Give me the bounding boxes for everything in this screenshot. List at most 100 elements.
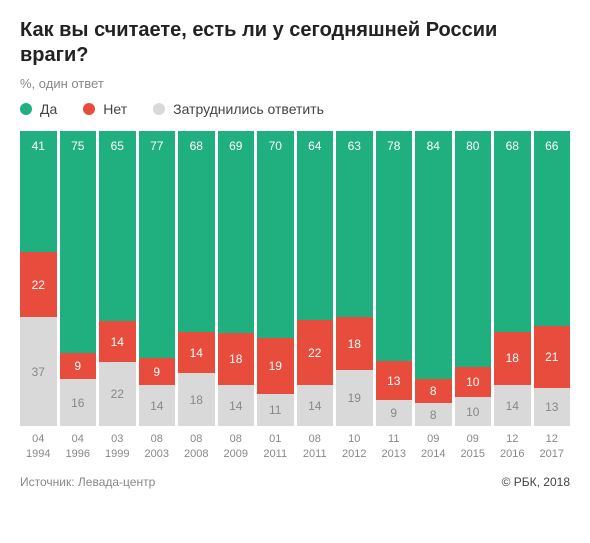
segment-no: 9 [139,358,176,385]
x-axis-label: 08 2003 [139,432,176,461]
segment-dk: 22 [99,362,136,426]
bar-column: 642214 08 2011 [297,131,334,461]
segment-dk: 14 [139,385,176,426]
source: Источник: Левада-центр [20,475,155,489]
x-axis-label: 10 2012 [336,432,373,461]
segment-no: 13 [376,361,413,399]
x-axis-label: 09 2014 [415,432,452,461]
bar-column: 80101009 2015 [455,131,492,461]
bar: 77914 [139,131,176,426]
segment-dk: 11 [257,394,294,426]
bar: 701911 [257,131,294,426]
stacked-bar-chart: 41223704 19947591604 199665142203 199977… [20,131,570,461]
bar-column: 631819 10 2012 [336,131,373,461]
segment-dk: 14 [494,385,531,426]
bar: 681418 [178,131,215,426]
segment-yes: 41 [20,131,57,252]
bar: 75916 [60,131,97,426]
chart-subtitle: %, один ответ [20,76,570,91]
segment-yes: 80 [455,131,492,367]
segment-yes: 78 [376,131,413,361]
bar: 801010 [455,131,492,426]
segment-no: 21 [534,326,571,388]
segment-no: 22 [297,320,334,385]
segment-dk: 8 [415,403,452,427]
segment-no: 19 [257,338,294,394]
x-axis-label: 12 2016 [494,432,531,461]
x-axis-label: 12 2017 [534,432,571,461]
swatch-yes [20,103,32,115]
segment-yes: 77 [139,131,176,358]
bar: 651422 [99,131,136,426]
attribution: © РБК, 2018 [502,475,570,489]
bar-column: 412237 04 1994 [20,131,57,461]
x-axis-label: 08 2008 [178,432,215,461]
segment-yes: 63 [336,131,373,317]
segment-no: 8 [415,379,452,403]
segment-no: 18 [218,333,255,386]
x-axis-label: 09 2015 [455,432,492,461]
x-axis-label: 11 2013 [376,432,413,461]
bar: 681814 [494,131,531,426]
x-axis-label: 03 1999 [99,432,136,461]
bar-column: 75916 04 1996 [60,131,97,461]
swatch-dk [153,103,165,115]
bar: 691814 [218,131,255,426]
swatch-no [83,103,95,115]
bar-column: 681814 12 2016 [494,131,531,461]
chart-title: Как вы считаете, есть ли у сегодняшней Р… [20,18,570,68]
segment-no: 10 [455,367,492,397]
x-axis-label: 04 1996 [60,432,97,461]
segment-no: 18 [494,332,531,385]
segment-dk: 18 [178,373,215,426]
segment-dk: 19 [336,370,373,426]
bar-column: 77914 08 2003 [139,131,176,461]
segment-dk: 37 [20,317,57,426]
bar-column: 701911 01 2011 [257,131,294,461]
segment-yes: 66 [534,131,571,326]
bar: 642214 [297,131,334,426]
segment-dk: 13 [534,388,571,426]
segment-dk: 14 [218,385,255,426]
bar: 662113 [534,131,571,426]
source-prefix: Источник: [20,475,75,489]
bar-column: 691814 08 2009 [218,131,255,461]
segment-no: 14 [178,332,215,373]
segment-yes: 68 [178,131,215,332]
bar-column: 662113 12 2017 [534,131,571,461]
bar-column: 681418 08 2008 [178,131,215,461]
segment-yes: 69 [218,131,255,333]
bar: 631819 [336,131,373,426]
segment-yes: 64 [297,131,334,320]
segment-dk: 9 [376,400,413,427]
bar: 412237 [20,131,57,426]
footer: Источник: Левада-центр © РБК, 2018 [20,475,570,489]
bar-column: 651422 03 1999 [99,131,136,461]
segment-dk: 14 [297,385,334,426]
bar-column: 848809 2014 [415,131,452,461]
x-axis-label: 08 2009 [218,432,255,461]
legend-item-yes: Да [20,101,57,117]
legend-item-dk: Затруднились ответить [153,101,324,117]
bar-column: 78139 11 2013 [376,131,413,461]
legend-label-no: Нет [103,101,127,117]
segment-no: 18 [336,317,373,370]
segment-yes: 75 [60,131,97,353]
legend-label-dk: Затруднились ответить [173,101,324,117]
x-axis-label: 08 2011 [297,432,334,461]
segment-yes: 65 [99,131,136,321]
segment-yes: 70 [257,131,294,338]
bar: 8488 [415,131,452,426]
segment-dk: 16 [60,379,97,426]
segment-no: 14 [99,321,136,362]
x-axis-label: 04 1994 [20,432,57,461]
segment-no: 22 [20,252,57,317]
segment-dk: 10 [455,397,492,427]
legend-item-no: Нет [83,101,127,117]
bar: 78139 [376,131,413,426]
x-axis-label: 01 2011 [257,432,294,461]
legend: Да Нет Затруднились ответить [20,101,570,117]
segment-yes: 84 [415,131,452,379]
legend-label-yes: Да [40,101,57,117]
source-name: Левада-центр [78,475,155,489]
